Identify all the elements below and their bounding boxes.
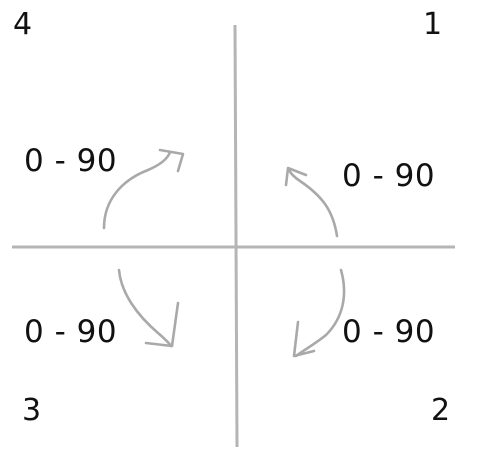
range-label-quadrant-2: 0 - 90: [342, 314, 436, 350]
rotation-arrow-quadrant-1: [284, 166, 339, 238]
range-label-quadrant-1: 0 - 90: [342, 158, 436, 194]
rotation-arrow-quadrant-2: [292, 268, 346, 358]
rotation-arrow-quadrant-3: [117, 268, 180, 348]
quadrant-number-3: 3: [22, 393, 42, 428]
quadrant-number-2: 2: [431, 393, 451, 428]
vertical-axis: [233, 24, 239, 448]
rotation-arrow-quadrant-4: [102, 148, 185, 230]
range-label-quadrant-3: 0 - 90: [24, 314, 118, 350]
range-label-quadrant-4: 0 - 90: [24, 143, 118, 179]
quadrant-number-1: 1: [423, 7, 443, 42]
quadrant-number-4: 4: [13, 7, 33, 42]
